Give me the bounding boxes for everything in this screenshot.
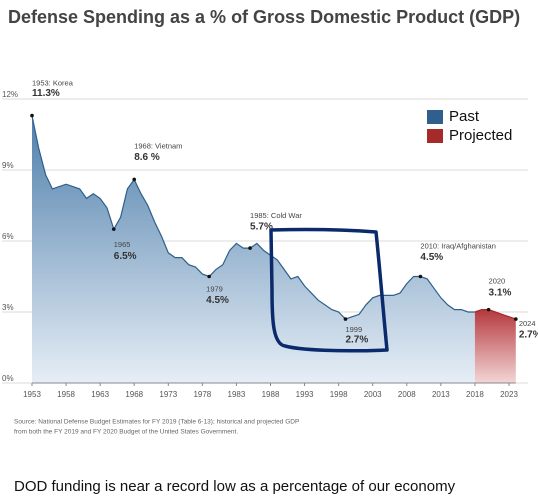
x-tick-label: 2018 xyxy=(466,390,484,399)
annotation-value: 5.7% xyxy=(250,222,273,233)
annotation-label: 1965 xyxy=(114,240,131,249)
caption: DOD funding is near a record low as a pe… xyxy=(14,478,456,495)
legend-label: Projected xyxy=(449,127,512,144)
annotation-dot xyxy=(486,307,491,312)
annotation-label: 1999 xyxy=(345,325,362,334)
y-tick-label: 0% xyxy=(2,374,14,383)
annotation-dot xyxy=(343,317,348,321)
x-tick-label: 1963 xyxy=(91,390,109,399)
y-tick-label: 9% xyxy=(2,161,14,170)
x-tick-label: 2023 xyxy=(500,390,518,399)
annotation-dot xyxy=(132,177,137,182)
x-tick-label: 1993 xyxy=(296,390,314,399)
annotation-label: 2020 xyxy=(489,277,506,286)
annotation-label: 2010: Iraq/Afghanistan xyxy=(420,241,495,250)
x-tick-label: 1988 xyxy=(262,390,280,399)
legend-swatch xyxy=(427,129,443,143)
annotation-value: 2.7% xyxy=(345,335,368,346)
annotation-dot xyxy=(418,274,423,279)
x-tick-label: 1968 xyxy=(125,390,143,399)
annotation-label: 1979 xyxy=(206,284,223,293)
annotation-value: 8.6 % xyxy=(134,152,160,163)
x-tick-label: 1983 xyxy=(228,390,246,399)
x-tick-label: 1958 xyxy=(57,390,75,399)
x-tick-label: 1998 xyxy=(330,390,348,399)
x-tick-label: 2013 xyxy=(432,390,450,399)
annotation-value: 11.3% xyxy=(32,88,60,99)
x-tick-label: 2008 xyxy=(398,390,416,399)
chart-title: Defense Spending as a % of Gross Domesti… xyxy=(8,7,520,27)
x-tick-label: 1978 xyxy=(193,390,211,399)
annotation-label: 1968: Vietnam xyxy=(134,141,182,150)
x-tick-label: 2003 xyxy=(364,390,382,399)
area xyxy=(32,115,475,383)
y-tick-label: 12% xyxy=(2,90,18,99)
line xyxy=(474,309,516,320)
annotation-dot xyxy=(248,246,252,250)
annotation-label: 1953: Korea xyxy=(32,79,74,88)
annotation-value: 4.5% xyxy=(420,252,443,263)
annotation-dot xyxy=(514,317,518,321)
annotation-label: 1985: Cold War xyxy=(250,211,302,220)
source-note: from both the FY 2019 and FY 2020 Budget… xyxy=(14,429,238,436)
annotation-dot xyxy=(207,274,211,279)
area xyxy=(474,309,516,383)
annotation-value: 6.5% xyxy=(114,251,137,262)
y-tick-label: 3% xyxy=(2,303,14,312)
legend-swatch xyxy=(427,110,443,124)
x-tick-label: 1973 xyxy=(159,390,177,399)
line xyxy=(31,115,475,320)
y-tick-label: 6% xyxy=(2,232,14,241)
source-note: Source: National Defense Budget Estimate… xyxy=(14,419,299,426)
annotation-value: 3.1% xyxy=(489,287,512,298)
annotation-label: 2024 xyxy=(519,319,536,328)
legend-label: Past xyxy=(449,108,480,125)
annotation-dot xyxy=(111,227,116,231)
x-tick-label: 1953 xyxy=(23,390,41,399)
annotation-value: 4.5% xyxy=(206,295,229,306)
annotation-value: 2.7% xyxy=(519,330,538,341)
annotation-dot xyxy=(30,113,34,118)
hand-drawn-highlight xyxy=(269,227,389,353)
